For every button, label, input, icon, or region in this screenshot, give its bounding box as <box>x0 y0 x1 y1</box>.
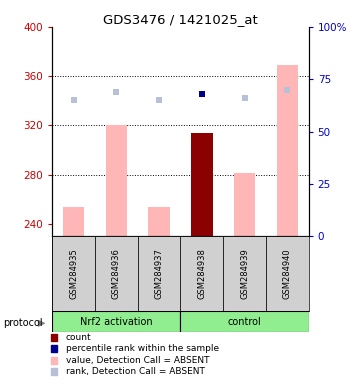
Text: GSM284939: GSM284939 <box>240 248 249 299</box>
Text: GSM284936: GSM284936 <box>112 248 121 299</box>
Text: GSM284940: GSM284940 <box>283 248 292 299</box>
Text: value, Detection Call = ABSENT: value, Detection Call = ABSENT <box>66 356 209 365</box>
Bar <box>52 236 95 311</box>
Bar <box>266 236 309 311</box>
Title: GDS3476 / 1421025_at: GDS3476 / 1421025_at <box>103 13 258 26</box>
Point <box>113 89 119 95</box>
Bar <box>191 133 213 236</box>
Point <box>71 97 77 103</box>
Text: GSM284935: GSM284935 <box>69 248 78 299</box>
Text: GSM284938: GSM284938 <box>197 248 206 299</box>
Bar <box>106 125 127 236</box>
Text: percentile rank within the sample: percentile rank within the sample <box>66 344 219 353</box>
Text: rank, Detection Call = ABSENT: rank, Detection Call = ABSENT <box>66 367 205 376</box>
Text: GSM284937: GSM284937 <box>155 248 164 299</box>
Point <box>242 95 247 101</box>
Bar <box>277 65 298 236</box>
Bar <box>138 236 180 311</box>
Bar <box>223 236 266 311</box>
Text: count: count <box>66 333 91 342</box>
Text: Nrf2 activation: Nrf2 activation <box>80 316 153 327</box>
Text: control: control <box>228 316 261 327</box>
Bar <box>180 236 223 311</box>
Bar <box>52 311 180 332</box>
Point <box>284 87 290 93</box>
Point <box>156 97 162 103</box>
Point <box>199 91 205 97</box>
Bar <box>234 174 255 236</box>
Bar <box>95 236 138 311</box>
Bar <box>180 311 309 332</box>
Bar <box>63 207 84 236</box>
Bar <box>148 207 170 236</box>
Text: protocol: protocol <box>4 318 43 328</box>
